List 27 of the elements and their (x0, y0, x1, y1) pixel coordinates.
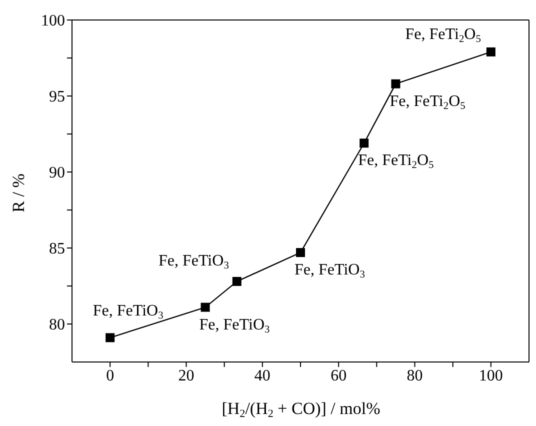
y-tick-label: 95 (49, 88, 65, 106)
point (296, 248, 305, 258)
point (106, 333, 115, 342)
annotation: Fe, FeTiO$_{3}$ (158, 252, 229, 271)
y-tick-label: 90 (49, 164, 65, 182)
point (486, 47, 496, 56)
annotation: Fe, FeTiO$_{3}$ (92, 302, 164, 322)
point (232, 276, 242, 286)
x-tick-label: 20 (178, 367, 194, 384)
annotation: Fe, FeTiO$_{3}$ (294, 262, 365, 280)
y-tick-label: 100 (41, 12, 65, 30)
annotation: Fe, FeTi$_{2}$O$_{5}$ (390, 92, 466, 112)
point (200, 302, 210, 312)
annotation: Fe, FeTi$_{2}$O$_{5}$ (358, 152, 434, 171)
x-tick-label: 80 (406, 367, 423, 384)
x-axis-title: [H$_{2}$/(H$_{2}$ + CO)] / mol% (222, 399, 380, 420)
y-axis-title: R / % (9, 174, 28, 212)
x-tick-label: 60 (330, 367, 347, 384)
y-tick-label: 85 (49, 240, 65, 258)
y-tick-label: 80 (49, 316, 65, 334)
annotation: Fe, FeTi$_{2}$O$_{5}$ (405, 26, 481, 44)
point (360, 138, 369, 148)
x-tick-label: 40 (254, 367, 270, 384)
point (391, 79, 400, 88)
x-tick-label: 0 (106, 367, 114, 384)
annotation: Fe, FeTiO$_{3}$ (199, 316, 270, 335)
x-tick-label: 100 (478, 367, 503, 384)
